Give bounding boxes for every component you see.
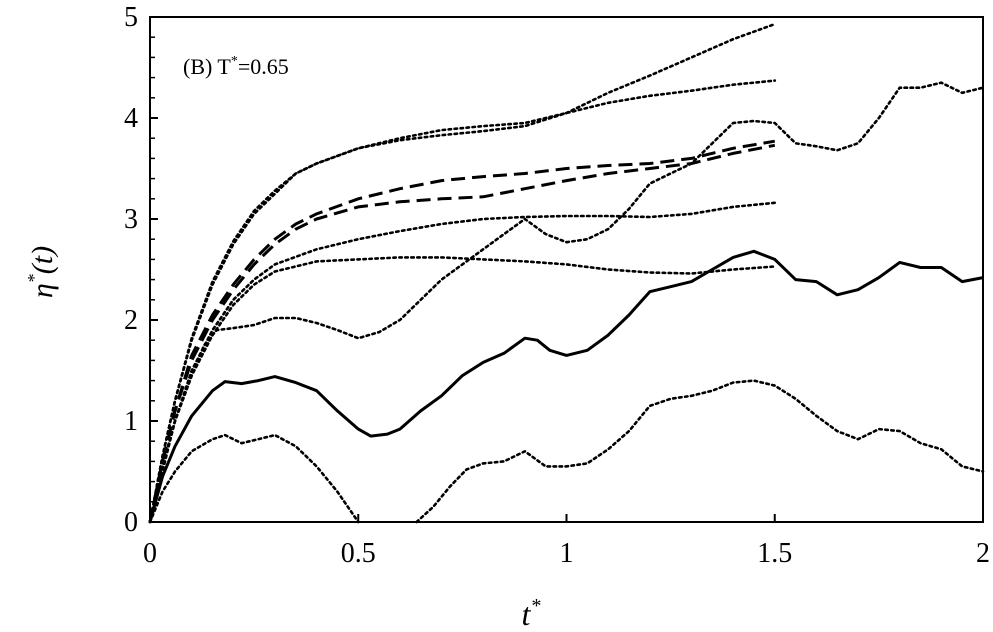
y-tick-label: 3 [124, 204, 138, 235]
series-line-9-dotted [148, 433, 360, 524]
x-tick-label: 0.5 [341, 538, 376, 569]
x-tick-label: 1 [560, 538, 574, 569]
ticks-layer: 0 1 2 3 4 5 0 0.5 1 1.5 2 [124, 2, 990, 569]
chart-annotation-sup: * [231, 54, 238, 69]
series-line-1-solid [148, 249, 984, 523]
series-line-7-dotted [148, 256, 777, 524]
series-line-2-dashed [148, 143, 776, 523]
x-tick-label: 0 [143, 538, 157, 569]
y-tick-label: 5 [124, 2, 138, 33]
y-tick-label: 2 [124, 305, 138, 336]
series-line-10-dotted [415, 379, 985, 524]
chart-annotation-main: (B) T [183, 54, 231, 79]
chart-annotation: (B) T*=0.65 [183, 54, 289, 79]
y-axis-label: η*(t) [24, 246, 59, 298]
x-tick-label: 1.5 [757, 538, 792, 569]
plot-border [149, 16, 984, 523]
series-line-4-dotted [148, 79, 777, 524]
y-axis-label-rest: (t) [26, 246, 59, 274]
x-axis-label: t* [522, 595, 541, 632]
x-axis-label-sup: * [530, 595, 540, 617]
y-tick-label: 1 [124, 406, 138, 437]
series-line-8-dotted [148, 81, 985, 524]
y-axis-label-sup: * [24, 274, 44, 283]
y-tick-label: 4 [124, 103, 138, 134]
x-tick-label: 2 [976, 538, 990, 569]
series-line-5-dotted [148, 22, 777, 524]
x-axis-label-main: t [522, 596, 532, 632]
chart-annotation-rest: =0.65 [238, 54, 289, 79]
series-line-3-dashed [148, 139, 776, 523]
plot-frame [149, 16, 984, 523]
y-tick-label: 0 [124, 507, 138, 538]
series-layer [148, 22, 985, 524]
y-axis-label-main: η [26, 283, 59, 298]
